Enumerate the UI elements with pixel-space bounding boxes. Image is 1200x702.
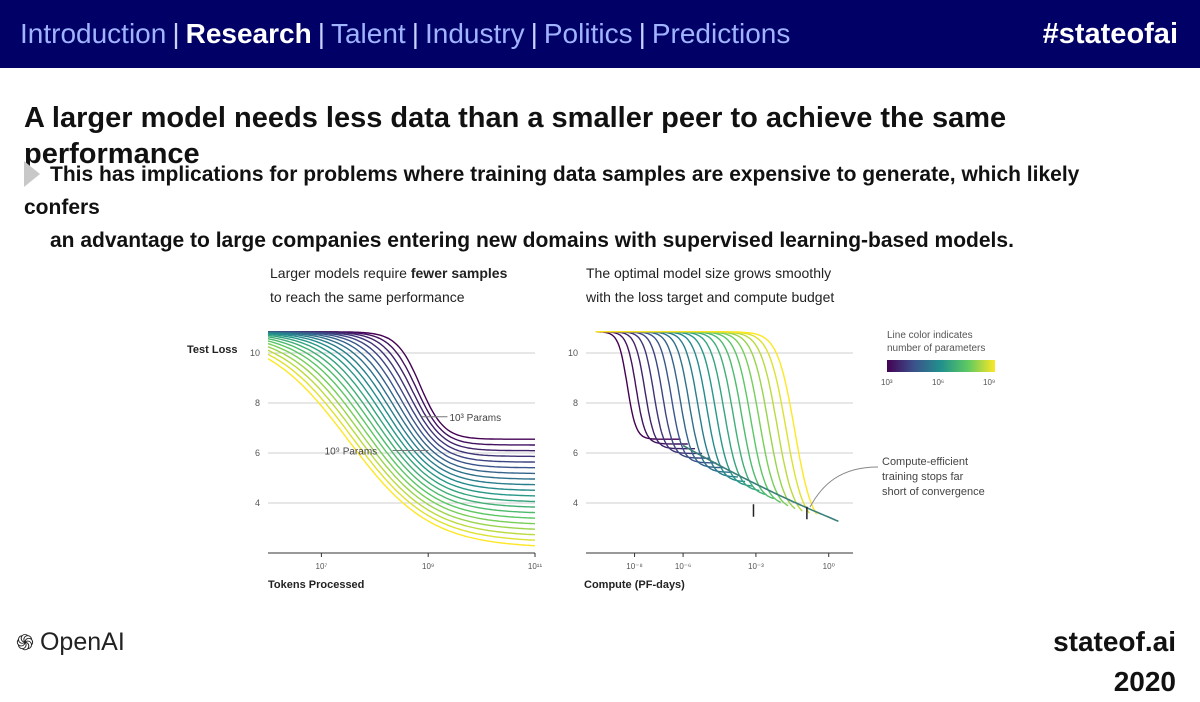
loss-curve <box>267 332 536 491</box>
footer-site: stateof.ai 2020 <box>1053 626 1176 697</box>
x-tick-label: 10⁻⁶ <box>675 562 691 571</box>
loss-curve <box>267 336 536 508</box>
left-subtitle-line2: to reach the same performance <box>270 289 465 305</box>
x-tick-label: 10⁻⁸ <box>626 562 643 571</box>
left-subtitle-line1: Larger models require fewer samples <box>270 265 508 281</box>
x-tick-label: 10⁷ <box>316 562 328 571</box>
loss-curve <box>267 353 536 541</box>
left-xlabel: Tokens Processed <box>268 579 364 591</box>
annotation-arrow <box>809 466 879 508</box>
y-tick-label: 6 <box>255 448 260 458</box>
nav-item-introduction[interactable]: Introduction <box>20 18 167 49</box>
nav-item-politics[interactable]: Politics <box>543 18 633 49</box>
x-tick-label: 10⁻³ <box>748 562 764 571</box>
hashtag: #stateofai <box>1042 18 1178 50</box>
slide-title: A larger model needs less data than a sm… <box>24 102 1007 170</box>
right-xlabel: Compute (PF-days) <box>584 579 685 591</box>
nav-separator: | <box>638 18 646 49</box>
nav-separator: | <box>411 18 419 49</box>
loss-curve <box>595 331 681 440</box>
bullet-text-line2: an advantage to large companies entering… <box>50 229 1014 252</box>
loss-curve <box>595 331 688 445</box>
bullet-point: This has implications for problems where… <box>24 158 1154 257</box>
section-nav: Introduction | Research | Talent | Industry | Po… <box>20 18 790 50</box>
right-plot: 4 6 8 10 10⁻⁸ 10⁻⁶ 10⁻³ 10⁰ <box>568 331 853 571</box>
loss-curve <box>267 338 536 514</box>
right-subtitle-line1: The optimal model size grows smoothly <box>586 265 831 281</box>
left-ylabel: Test Loss <box>187 344 238 356</box>
loss-curve <box>268 331 535 469</box>
loss-curve <box>267 332 536 486</box>
loss-curve <box>595 331 810 514</box>
y-tick-label: 4 <box>573 498 578 508</box>
annotation-line3: short of convergence <box>882 486 985 498</box>
color-legend: Line color indicates number of parameter… <box>881 330 995 387</box>
loss-curve <box>595 331 724 469</box>
legend-title-line2: number of parameters <box>887 343 985 354</box>
loss-curve <box>268 331 535 475</box>
loss-curve <box>595 331 818 515</box>
x-tick-label: 10¹¹ <box>528 562 543 571</box>
loss-curve <box>267 346 536 530</box>
loss-curve <box>267 358 536 547</box>
nav-item-talent[interactable]: Talent <box>330 18 406 49</box>
legend-tick-1: 10³ <box>881 378 893 387</box>
loss-curve <box>267 331 535 480</box>
loss-curve <box>267 342 536 525</box>
x-tick-label: 10⁹ <box>422 562 434 571</box>
openai-knot-icon: ֍ <box>16 630 34 655</box>
scaling-figure: Larger models require fewer samples to r… <box>187 265 995 591</box>
header-bar: Introduction | Research | Talent | Industry | Po… <box>0 0 1200 68</box>
frontier-curve <box>682 444 839 522</box>
y-tick-label: 8 <box>255 398 260 408</box>
loss-curve <box>595 331 803 512</box>
y-tick-label: 10 <box>568 348 578 358</box>
x-tick-label: 10⁰ <box>823 562 835 571</box>
y-tick-label: 6 <box>573 448 578 458</box>
legend-colorbar <box>887 360 995 372</box>
annotation-line2: training stops far <box>882 471 964 483</box>
nav-separator: | <box>317 18 325 49</box>
convergence-annotation: Compute-efficient training stops far sho… <box>809 456 985 508</box>
loss-curve <box>267 333 536 497</box>
bullet-text-line1: This has implications for problems where… <box>24 163 1080 219</box>
nav-item-research[interactable]: Research <box>185 18 312 49</box>
legend-tick-3: 10⁹ <box>983 378 995 387</box>
loss-curve <box>267 349 536 536</box>
y-tick-label: 10 <box>250 348 260 358</box>
annotation-line1: Compute-efficient <box>882 456 968 468</box>
nav-item-industry[interactable]: Industry <box>424 18 525 49</box>
legend-tick-2: 10⁶ <box>932 378 944 387</box>
loss-curve <box>595 331 760 492</box>
annotation-small-model: 10³ Params <box>449 413 501 424</box>
annotation-large-model: 10⁹ Params <box>325 447 378 458</box>
nav-separator: | <box>172 18 180 49</box>
right-subtitle-line2: with the loss target and compute budget <box>585 289 834 305</box>
nav-separator: | <box>530 18 538 49</box>
left-plot: 4 6 8 10 10⁷ 10⁹ 10¹¹ 10³ Params 10⁹ Params <box>250 331 543 571</box>
y-tick-label: 4 <box>255 498 260 508</box>
loss-curve <box>267 334 536 503</box>
nav-item-predictions[interactable]: Predictions <box>651 18 791 49</box>
loss-curve <box>267 340 536 519</box>
legend-title-line1: Line color indicates <box>887 330 973 341</box>
openai-logo: ֍ OpenAI <box>16 628 125 656</box>
bullet-triangle-icon <box>24 161 40 187</box>
y-tick-label: 8 <box>573 398 578 408</box>
